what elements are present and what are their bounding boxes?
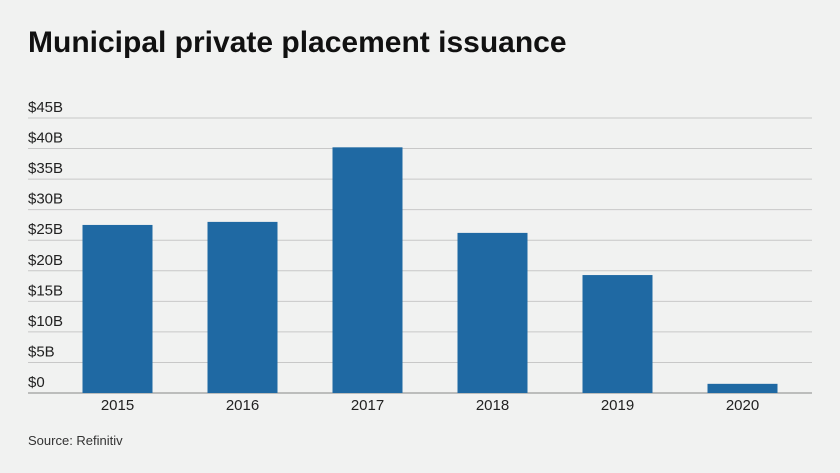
y-tick-label: $45B xyxy=(28,99,63,116)
y-tick-label: $30B xyxy=(28,191,63,208)
bar xyxy=(582,275,653,393)
x-tick-label: 2016 xyxy=(226,397,259,414)
bar xyxy=(332,147,403,393)
y-tick-label: $40B xyxy=(28,130,63,147)
bar xyxy=(457,232,528,393)
bar xyxy=(207,221,278,393)
y-tick-label: $5B xyxy=(28,343,55,360)
bar xyxy=(707,383,778,393)
y-tick-label: $10B xyxy=(28,313,63,330)
bar xyxy=(82,224,153,393)
y-tick-label: $15B xyxy=(28,282,63,299)
x-tick-label: 2019 xyxy=(601,397,634,414)
y-tick-label: $35B xyxy=(28,160,63,177)
y-tick-label: $0 xyxy=(28,374,45,391)
x-tick-label: 2017 xyxy=(351,397,384,414)
chart-title: Municipal private placement issuance xyxy=(28,26,567,59)
y-tick-label: $20B xyxy=(28,252,63,269)
source-note: Source: Refinitiv xyxy=(28,433,123,448)
x-tick-label: 2015 xyxy=(101,397,134,414)
y-tick-label: $25B xyxy=(28,221,63,238)
x-tick-label: 2020 xyxy=(726,397,759,414)
x-tick-label: 2018 xyxy=(476,397,509,414)
